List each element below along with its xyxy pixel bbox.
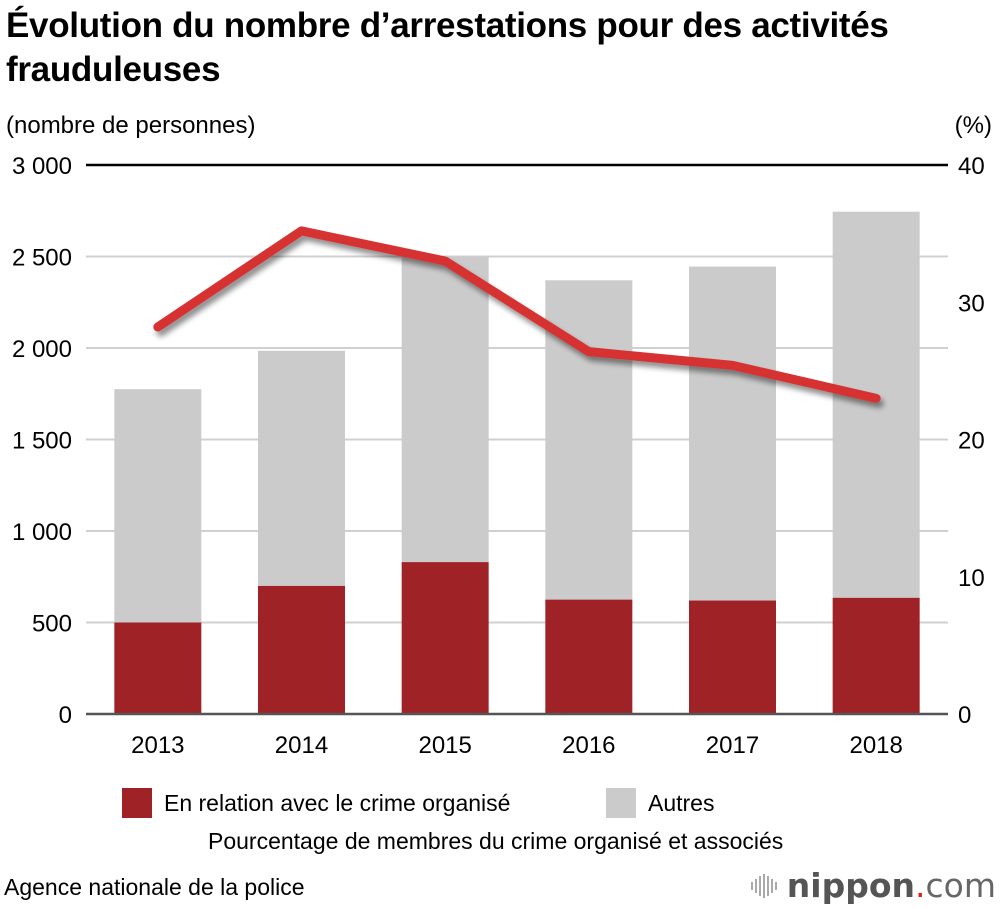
legend-swatch-organized — [122, 788, 152, 818]
x-tick-label: 2013 — [131, 732, 184, 759]
y2-tick-label: 20 — [958, 428, 985, 455]
bar-others — [832, 211, 920, 598]
y2-tick-label: 0 — [958, 702, 971, 729]
left-axis-unit: (nombre de personnes) — [6, 112, 256, 139]
bar-organized — [689, 600, 776, 714]
y-tick-label: 2 500 — [12, 245, 72, 272]
x-tick-label: 2014 — [275, 732, 328, 759]
y-tick-label: 1 500 — [12, 428, 72, 455]
bar-others — [114, 389, 202, 623]
logo-dot: . — [915, 866, 926, 905]
bar-organized — [401, 562, 489, 714]
legend-swatch-others — [606, 788, 636, 818]
y-tick-label: 2 000 — [12, 336, 72, 363]
bar-others — [401, 256, 489, 563]
nippon-logo[interactable]: nippon. com — [750, 866, 996, 905]
legend-item-others: Autres — [606, 788, 714, 818]
y2-tick-label: 10 — [958, 565, 985, 592]
y-tick-label: 1 000 — [12, 519, 72, 546]
source-label: Agence nationale de la police — [4, 874, 305, 900]
bar-organized — [114, 622, 202, 714]
x-tick-label: 2015 — [418, 732, 471, 759]
right-axis-unit: (%) — [954, 112, 992, 139]
bar-others — [258, 350, 345, 586]
legend-label-others: Autres — [648, 789, 715, 816]
line-series-percentage — [153, 226, 881, 403]
bar-organized — [545, 599, 633, 714]
y-tick-label: 3 000 — [12, 153, 72, 180]
y-tick-label: 500 — [32, 611, 72, 638]
y2-tick-label: 40 — [958, 153, 985, 180]
x-tick-label: 2017 — [706, 732, 759, 759]
bar-organized — [832, 597, 920, 714]
legend-label-line: Pourcentage de membres du crime organisé… — [208, 827, 784, 854]
legend-item-line: Pourcentage de membres du crime organisé… — [120, 826, 783, 856]
legend-label-organized: En relation avec le crime organisé — [164, 789, 511, 816]
chart-title: Évolution du nombre d’arrestations pour … — [6, 6, 889, 89]
y-tick-label: 0 — [59, 702, 72, 729]
sound-bars-icon — [750, 873, 777, 898]
logo-name: nippon — [786, 866, 916, 905]
y2-tick-label: 30 — [958, 290, 985, 317]
x-tick-label: 2016 — [562, 732, 615, 759]
legend-item-organized: En relation avec le crime organisé — [122, 788, 510, 818]
logo-tld: com — [925, 866, 996, 905]
chart-canvas: 0 500 1 000 1 500 2 000 2 500 3 000 0 10 20 30 40 20… — [12, 153, 985, 759]
bar-others — [689, 266, 776, 601]
bar-organized — [258, 585, 345, 714]
x-tick-label: 2018 — [849, 732, 902, 759]
legend-line-swatch — [121, 833, 193, 843]
